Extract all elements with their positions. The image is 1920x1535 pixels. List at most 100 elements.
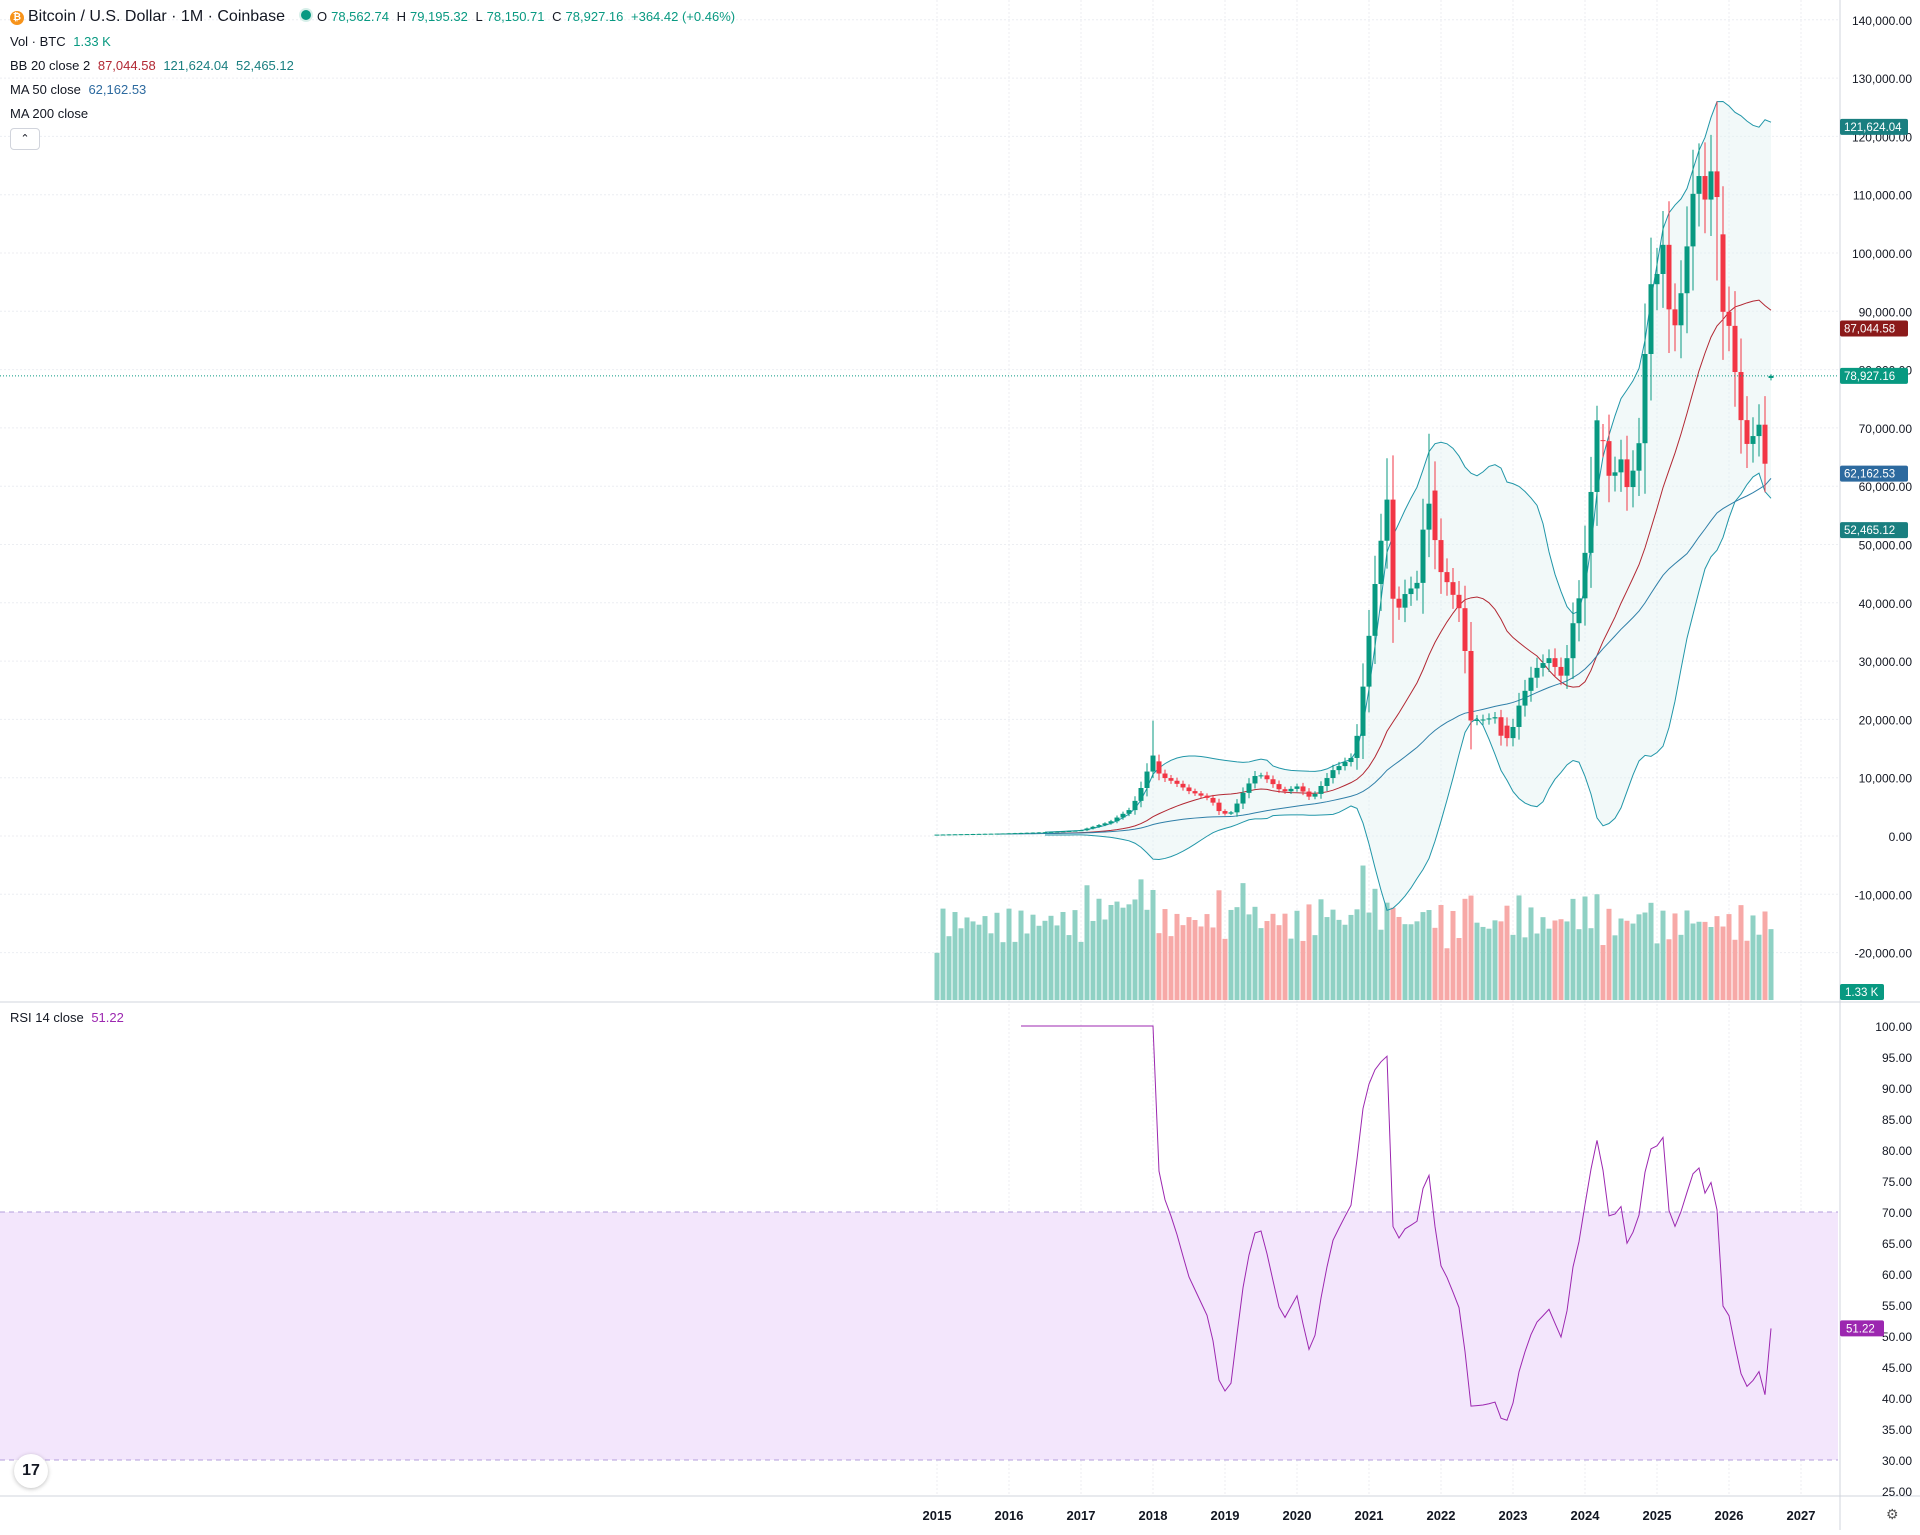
candle-body[interactable] — [1510, 726, 1516, 739]
candle-body[interactable] — [1264, 775, 1270, 780]
candle-body[interactable] — [1696, 176, 1702, 194]
candle-body[interactable] — [1072, 830, 1078, 832]
candle-body[interactable] — [1348, 757, 1354, 763]
candle-body[interactable] — [1210, 797, 1216, 803]
candle-body[interactable] — [1342, 762, 1348, 767]
candle-body[interactable] — [1756, 424, 1762, 437]
candle-body[interactable] — [1726, 311, 1732, 326]
candle-body[interactable] — [1552, 658, 1558, 667]
candle-body[interactable] — [1570, 623, 1576, 659]
candle-body[interactable] — [1474, 719, 1480, 721]
candle-body[interactable] — [1564, 658, 1570, 676]
candle-body[interactable] — [1096, 825, 1102, 827]
candle-body[interactable] — [1660, 244, 1666, 274]
candle-body[interactable] — [1480, 719, 1486, 721]
candle-body[interactable] — [1450, 582, 1456, 595]
candle-body[interactable] — [1090, 826, 1096, 829]
candle-body[interactable] — [1378, 540, 1384, 585]
candle-body[interactable] — [1114, 817, 1120, 822]
tradingview-logo[interactable]: 17 — [14, 1454, 48, 1488]
gear-icon[interactable]: ⚙ — [1886, 1506, 1899, 1522]
candle-body[interactable] — [1138, 787, 1144, 801]
candle-body[interactable] — [1468, 650, 1474, 721]
candle-body[interactable] — [1330, 770, 1336, 779]
candle-body[interactable] — [964, 834, 970, 836]
candle-body[interactable] — [976, 833, 982, 835]
candle-body[interactable] — [1042, 832, 1048, 834]
candle-body[interactable] — [1354, 735, 1360, 758]
candle-body[interactable] — [1420, 529, 1426, 583]
candle-body[interactable] — [1276, 784, 1282, 790]
candle-body[interactable] — [982, 833, 988, 835]
candle-body[interactable] — [1612, 472, 1618, 476]
candle-body[interactable] — [1630, 470, 1636, 488]
candle-body[interactable] — [1588, 491, 1594, 553]
symbol-title[interactable]: Bitcoin / U.S. Dollar · 1M · Coinbase — [28, 8, 285, 25]
candle-body[interactable] — [1534, 667, 1540, 678]
candle-body[interactable] — [1222, 811, 1228, 814]
candle-body[interactable] — [1594, 420, 1600, 492]
candle-body[interactable] — [1438, 540, 1444, 573]
candle-body[interactable] — [1000, 833, 1006, 835]
collapse-legend-button[interactable]: ⌃ — [10, 128, 40, 150]
candle-body[interactable] — [1078, 830, 1084, 832]
candle-body[interactable] — [1150, 755, 1156, 772]
candle-body[interactable] — [1270, 779, 1276, 785]
candle-body[interactable] — [1324, 778, 1330, 786]
candle-body[interactable] — [1312, 793, 1318, 797]
candle-body[interactable] — [1708, 171, 1714, 200]
ma200-legend[interactable]: MA 200 close — [10, 106, 92, 121]
candle-body[interactable] — [1204, 795, 1210, 798]
candle-body[interactable] — [1402, 594, 1408, 608]
candle-body[interactable] — [1168, 778, 1174, 781]
candle-body[interactable] — [1408, 588, 1414, 595]
candle-body[interactable] — [1606, 441, 1612, 476]
candle-body[interactable] — [934, 834, 940, 836]
candle-body[interactable] — [1444, 572, 1450, 583]
candle-body[interactable] — [1762, 424, 1768, 464]
volume-legend[interactable]: Vol · BTC 1.33 K — [10, 34, 115, 49]
candle-body[interactable] — [1108, 821, 1114, 824]
candle-body[interactable] — [1246, 783, 1252, 793]
candle-body[interactable] — [1666, 244, 1672, 310]
candle-body[interactable] — [1234, 803, 1240, 813]
candle-body[interactable] — [1426, 503, 1432, 530]
candle-body[interactable] — [988, 833, 994, 835]
candle-body[interactable] — [1618, 459, 1624, 473]
candle-body[interactable] — [1432, 490, 1438, 541]
candle-body[interactable] — [1018, 832, 1024, 834]
candle-body[interactable] — [1744, 420, 1750, 444]
candle-body[interactable] — [1366, 635, 1372, 687]
candle-body[interactable] — [1024, 832, 1030, 834]
candle-body[interactable] — [1390, 499, 1396, 599]
candle-body[interactable] — [1702, 176, 1708, 200]
candle-body[interactable] — [1048, 831, 1054, 833]
candle-body[interactable] — [1384, 499, 1390, 541]
candle-body[interactable] — [1372, 584, 1378, 636]
candle-body[interactable] — [1504, 725, 1510, 739]
candle-body[interactable] — [1528, 677, 1534, 691]
candle-body[interactable] — [1456, 594, 1462, 609]
candle-body[interactable] — [1144, 771, 1150, 788]
candle-body[interactable] — [1540, 663, 1546, 668]
candle-body[interactable] — [1294, 786, 1300, 789]
candle-body[interactable] — [1228, 812, 1234, 814]
candle-body[interactable] — [1360, 686, 1366, 736]
candle-body[interactable] — [970, 833, 976, 835]
candle-body[interactable] — [1006, 833, 1012, 835]
candle-body[interactable] — [1462, 608, 1468, 651]
candle-body[interactable] — [994, 833, 1000, 835]
candle-body[interactable] — [1162, 773, 1168, 779]
candle-body[interactable] — [1186, 787, 1192, 792]
candle-body[interactable] — [1492, 717, 1498, 719]
bb-legend[interactable]: BB 20 close 2 87,044.58 121,624.04 52,46… — [10, 58, 298, 73]
candle-body[interactable] — [1522, 690, 1528, 706]
candle-body[interactable] — [1486, 718, 1492, 720]
candle-body[interactable] — [1300, 786, 1306, 792]
candle-body[interactable] — [1654, 273, 1660, 285]
candle-body[interactable] — [1642, 353, 1648, 444]
ma50-legend[interactable]: MA 50 close 62,162.53 — [10, 82, 150, 97]
candle-body[interactable] — [1576, 598, 1582, 624]
candle-body[interactable] — [1768, 375, 1774, 378]
